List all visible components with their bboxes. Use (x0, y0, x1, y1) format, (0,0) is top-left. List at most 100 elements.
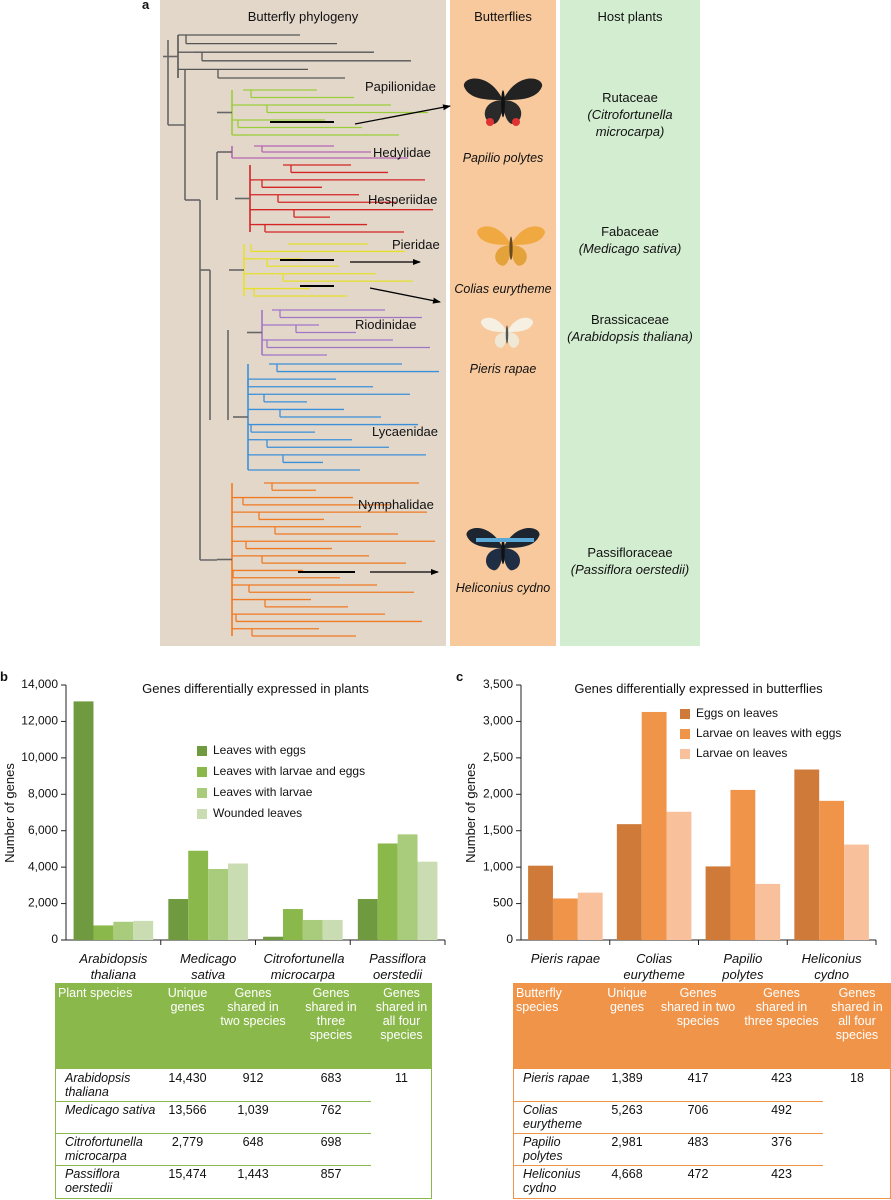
legend-swatch (197, 788, 207, 798)
wing (480, 317, 507, 332)
wing (503, 100, 522, 124)
y-axis-label: Number of genes (463, 763, 478, 863)
table-cell: 2,779 (171, 1135, 204, 1149)
spot (486, 118, 494, 126)
host-species: (Passiflora oerstedii) (570, 562, 690, 577)
table-cell: 15,474 (168, 1167, 207, 1181)
table-cell: 5,263 (611, 1103, 643, 1117)
column-header: Butterfly phylogeny (247, 9, 359, 24)
table-header-cell: Genes shared in all four species (831, 986, 883, 1042)
table-cell: 417 (687, 1071, 709, 1085)
wing (477, 226, 511, 245)
row-rule (55, 1165, 371, 1166)
family-label: Pieridae (392, 237, 440, 252)
table-header-bg (55, 983, 432, 1069)
column-header: Butterflies (474, 9, 532, 24)
wing (484, 100, 503, 124)
x-tick-label: Papilio polytes (722, 951, 764, 982)
phylogeny-panel (160, 0, 446, 646)
table-cell: 1,443 (237, 1167, 269, 1181)
arrow (369, 287, 441, 304)
bar (577, 892, 603, 940)
y-axis-label: Number of genes (2, 763, 17, 863)
wing (503, 527, 540, 548)
y-tick-label: 3,000 (483, 714, 513, 728)
legend-label: Wounded leaves (213, 806, 302, 820)
bar (208, 868, 229, 940)
table-cell: 683 (320, 1071, 342, 1085)
table-cell: Passiflora oerstedii (65, 1167, 120, 1195)
host-family: Fabaceae (601, 224, 659, 239)
row-rule (55, 1133, 371, 1134)
table-cell: 912 (242, 1071, 264, 1085)
wing (507, 317, 534, 332)
panel-letter: c (456, 669, 464, 684)
tree (163, 34, 439, 637)
x-tick-label: Citrofortunella microcarpa (263, 951, 345, 982)
table-header-cell: Unique genes (607, 986, 647, 1014)
bar (730, 789, 756, 940)
table-cell: 762 (320, 1103, 342, 1117)
legend-swatch (197, 746, 207, 756)
x-tick-label: Colias eurytheme (623, 951, 685, 982)
bar (417, 861, 438, 940)
y-tick-label: 12,000 (21, 714, 58, 728)
bar (73, 701, 94, 940)
legend-swatch (197, 809, 207, 819)
bar (819, 800, 845, 940)
table-header-cell: Genes shared in three species (305, 986, 357, 1042)
table-cell: Medicago sativa (65, 1103, 156, 1117)
bar (666, 811, 692, 940)
table-header-cell: Genes shared in two species (220, 986, 286, 1028)
table-header-bg (513, 983, 891, 1069)
arrow (354, 104, 451, 125)
body (501, 538, 505, 565)
bar (228, 863, 248, 940)
butterfly-icons (463, 78, 545, 571)
table-header-cell: Genes shared in three species (744, 986, 819, 1028)
row-rule (513, 1165, 823, 1166)
table-header-cell: Genes shared in two species (660, 986, 736, 1028)
bar (302, 919, 323, 940)
legend-label: Larvae on leaves (696, 746, 787, 760)
family-label: Nymphalidae (358, 497, 434, 512)
bar (844, 844, 869, 940)
butterfly-name: Colias eurytheme (454, 282, 552, 296)
bar (133, 920, 154, 940)
table-header-cell: Plant species (58, 986, 133, 1000)
family-label: Hesperiidae (368, 192, 438, 207)
y-tick-label: 1,000 (483, 859, 513, 873)
host-plants-panel (560, 0, 700, 646)
table-cell: 1,389 (611, 1071, 643, 1085)
butterfly-name: Papilio polytes (462, 151, 544, 165)
host-species: (Arabidopsis thaliana) (567, 329, 693, 344)
host-species: (Medicago sativa) (578, 241, 682, 256)
row-rule (513, 1101, 823, 1102)
spot (512, 118, 520, 126)
table-cell: 376 (771, 1135, 792, 1149)
bar (113, 921, 134, 940)
bar (616, 824, 642, 940)
y-tick-label: 0 (506, 932, 513, 946)
row-rule (513, 1133, 823, 1134)
wing (507, 332, 520, 348)
table-header-cell: Butterfly species (516, 986, 562, 1014)
legend-label: Leaves with larvae and eggs (213, 764, 365, 778)
bar (755, 883, 781, 940)
wing (495, 245, 511, 266)
y-tick-label: 500 (493, 896, 513, 910)
table-cell: Heliconius cydno (523, 1167, 581, 1195)
bar (188, 850, 209, 940)
table-cell: 4,668 (611, 1167, 643, 1181)
table-cell: 11 (395, 1071, 408, 1085)
wing (503, 548, 520, 571)
x-tick-label: Passiflora oerstedii (369, 951, 427, 982)
row-rule (55, 1101, 371, 1102)
host-family: Brassicaceae (590, 312, 670, 327)
host-species: microcarpa) (595, 124, 665, 139)
family-label: Riodinidae (355, 317, 417, 332)
family-label: Hedylidae (373, 145, 431, 160)
y-tick-label: 3,500 (483, 677, 513, 691)
table-cell: 18 (850, 1071, 864, 1085)
